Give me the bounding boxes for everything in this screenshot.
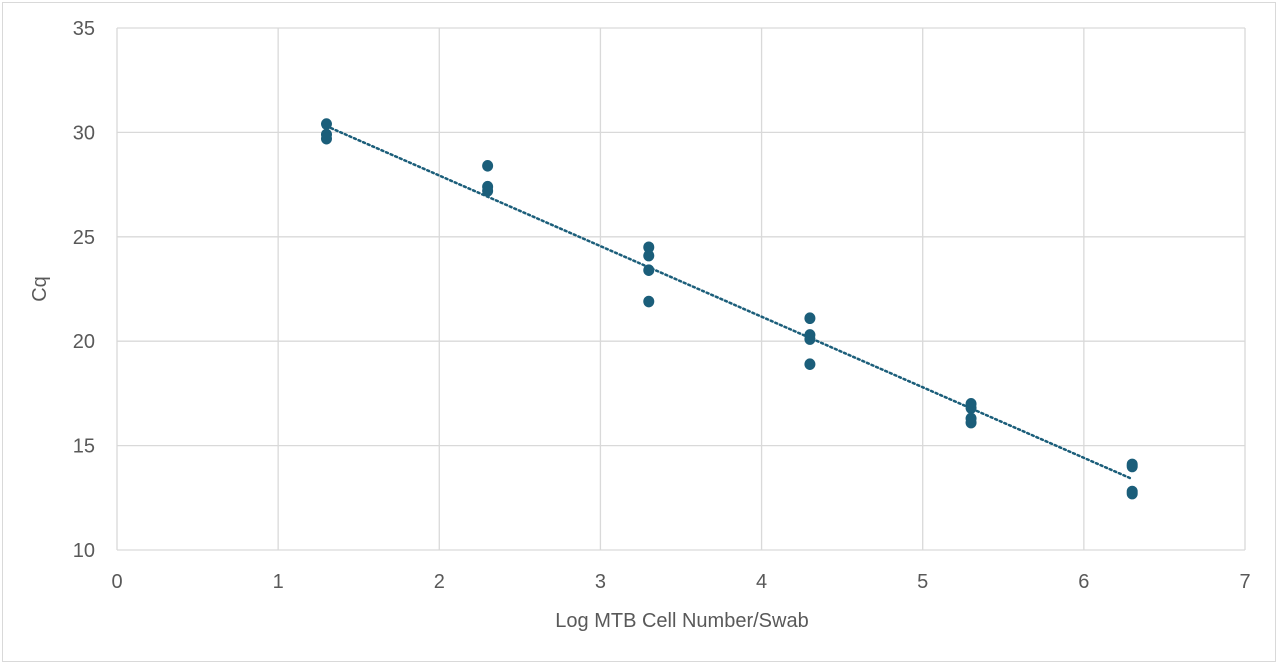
x-tick-label: 3 [595, 571, 606, 593]
y-tick-label: 15 [73, 436, 95, 458]
x-axis-title: Log MTB Cell Number/Swab [555, 610, 808, 632]
grid-lines [116, 27, 1246, 551]
data-point [965, 416, 977, 429]
data-point [482, 185, 494, 197]
x-tick-label: 4 [756, 571, 767, 593]
x-tick-label: 6 [1078, 571, 1089, 593]
data-point [965, 402, 977, 414]
y-axis-title: Cq [29, 276, 51, 302]
data-point [643, 264, 655, 277]
data-point [643, 249, 655, 262]
data-point [1126, 487, 1138, 500]
y-tick-label: 30 [73, 122, 95, 144]
trendline-group [325, 124, 1134, 481]
x-tick-label: 2 [434, 571, 445, 593]
data-point [804, 358, 816, 370]
trendline [325, 124, 1134, 481]
data-point [320, 118, 332, 130]
data-point [1126, 460, 1138, 473]
data-point [643, 241, 655, 254]
x-tick-label: 1 [273, 571, 284, 593]
y-tick-label: 25 [73, 227, 95, 249]
y-tick-labels: 10 15 20 25 30 35 [73, 18, 95, 562]
y-tick-label: 10 [73, 540, 95, 562]
data-point [643, 295, 655, 308]
y-tick-label: 20 [73, 331, 95, 353]
data-point [320, 132, 332, 145]
x-tick-label: 5 [917, 571, 928, 593]
x-tick-labels: 0 1 2 3 4 5 6 7 [111, 571, 1250, 593]
data-point [482, 160, 494, 172]
x-tick-label: 7 [1239, 571, 1250, 593]
y-tick-label: 35 [73, 18, 95, 40]
data-points [320, 118, 1138, 500]
data-point [804, 312, 816, 325]
x-tick-label: 0 [111, 571, 122, 593]
data-point [804, 333, 816, 345]
